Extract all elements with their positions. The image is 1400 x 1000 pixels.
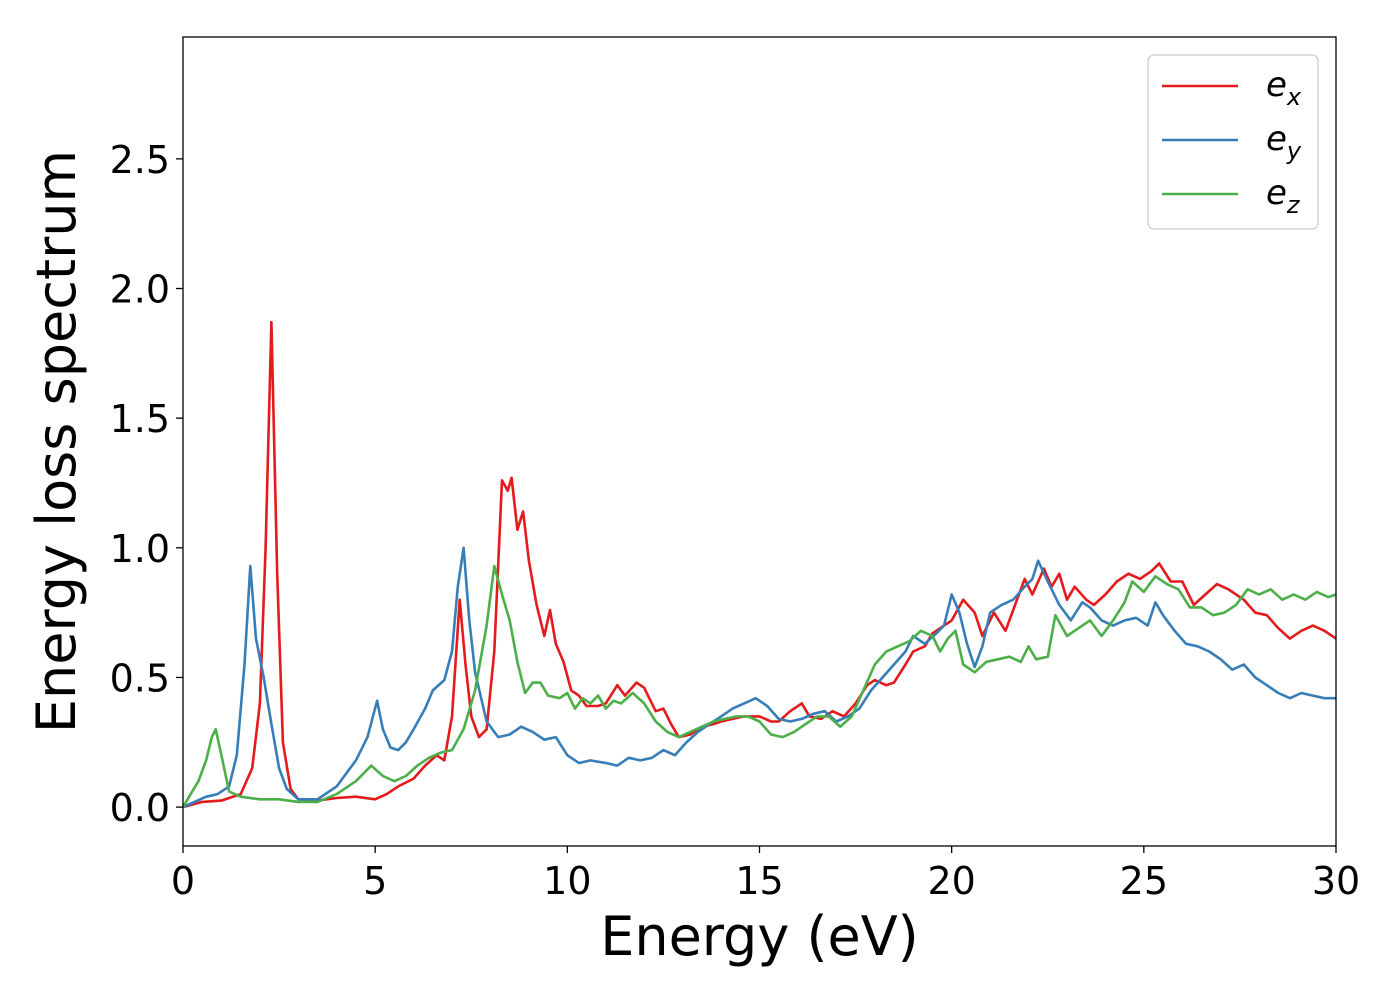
series-line-z bbox=[183, 564, 1336, 809]
y-tick-label: 1.0 bbox=[110, 527, 170, 571]
x-axis-title: Energy (eV) bbox=[600, 905, 919, 968]
x-tick-label: 15 bbox=[735, 859, 783, 903]
legend-label-subscript: y bbox=[1286, 137, 1302, 165]
y-tick-label: 2.5 bbox=[110, 138, 170, 182]
x-tick-label: 10 bbox=[543, 859, 591, 903]
legend-label-base: e bbox=[1266, 119, 1287, 159]
x-tick-label: 0 bbox=[171, 859, 195, 903]
x-axis: 0 5 10 15 20 25 30 bbox=[171, 846, 1360, 903]
y-axis-title: Energy loss spectrum bbox=[25, 150, 88, 733]
legend-label-base: e bbox=[1266, 65, 1287, 105]
y-tick-label: 0.0 bbox=[110, 786, 170, 830]
legend-label-z: ez bbox=[1266, 173, 1301, 219]
legend-label-x: ex bbox=[1266, 65, 1302, 111]
y-tick-label: 1.5 bbox=[110, 397, 170, 441]
legend-label-base: e bbox=[1266, 173, 1287, 213]
legend-label-subscript: z bbox=[1286, 191, 1301, 219]
legend-box bbox=[1147, 54, 1319, 230]
y-tick-label: 2.0 bbox=[110, 268, 170, 312]
x-tick-label: 5 bbox=[363, 859, 387, 903]
y-tick-label: 0.5 bbox=[110, 656, 170, 700]
y-axis: 0.0 0.5 1.0 1.5 2.0 2.5 bbox=[110, 138, 183, 830]
x-tick-label: 30 bbox=[1312, 859, 1360, 903]
series-line-y bbox=[183, 546, 1336, 809]
plot-lines bbox=[183, 320, 1336, 809]
legend-label-subscript: x bbox=[1286, 83, 1302, 111]
series-line-x bbox=[183, 320, 1336, 809]
x-tick-label: 20 bbox=[927, 859, 975, 903]
legend-label-y: ey bbox=[1266, 119, 1302, 165]
x-tick-label: 25 bbox=[1120, 859, 1168, 903]
